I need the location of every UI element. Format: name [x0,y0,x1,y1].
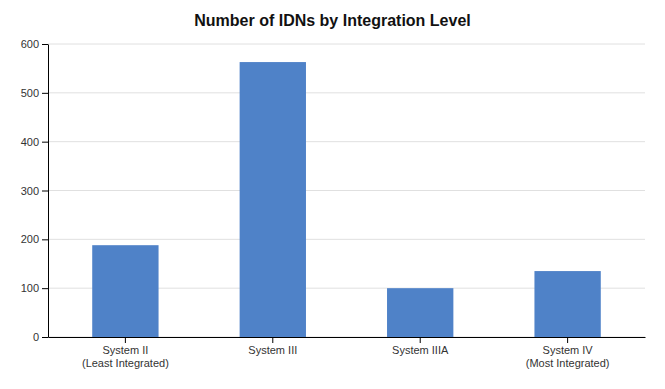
y-tick: 400 [21,136,48,148]
x-tick-label: System IIIA [392,344,449,356]
y-tick: 200 [21,233,48,245]
y-axis-line [48,45,49,338]
x-tick-label-line: System II [102,344,148,356]
x-tick-mark [125,337,126,343]
plot-area [92,62,601,337]
chart-svg: System II(Least Integrated) System III Sys… [0,0,665,389]
bar [92,245,158,337]
x-tick: System IV(Most Integrated) [526,337,610,369]
y-tick-mark [42,239,48,240]
x-tick-mark [420,337,421,343]
x-tick: System III [248,337,297,356]
x-tick-label-line: (Least Integrated) [82,357,169,369]
x-axis-line [49,337,646,338]
y-tick: 100 [21,282,48,294]
chart-title: Number of IDNs by Integration Level [194,12,470,29]
x-tick-label-line: System IV [543,344,594,356]
y-tick-mark [42,142,48,143]
grid-line [48,92,645,93]
grid [48,44,645,337]
y-tick-mark [42,288,48,289]
x-axis: System II(Least Integrated) System III Sys… [49,337,646,369]
y-tick-mark [42,44,48,45]
x-tick-label: System IV(Most Integrated) [526,344,610,369]
x-tick-label-line: (Most Integrated) [526,357,610,369]
x-tick-label-line: System IIIA [392,344,449,356]
y-tick-label: 100 [21,282,39,294]
x-tick: System II(Least Integrated) [82,337,169,369]
y-tick-label: 0 [33,331,39,343]
y-tick-label: 400 [21,136,39,148]
x-tick-mark [272,337,273,343]
y-tick-label: 200 [21,233,39,245]
grid-line [48,190,645,191]
y-tick-label: 600 [21,38,39,50]
y-tick: 500 [21,87,48,99]
x-tick-mark [567,337,568,343]
grid-line [48,141,645,142]
x-tick-label: System II(Least Integrated) [82,344,169,369]
chart-container: System II(Least Integrated) System III Sys… [0,0,665,389]
y-tick: 300 [21,185,48,197]
y-tick: 0 [33,331,48,343]
bar [240,62,306,337]
grid-line [48,44,645,45]
bar [387,288,453,337]
x-tick-label: System III [248,344,297,356]
y-tick-mark [42,93,48,94]
y-axis: 0 100 200 300 400 500 600 [21,38,49,343]
y-tick-label: 500 [21,87,39,99]
y-tick-mark [42,337,48,338]
x-tick: System IIIA [392,337,449,356]
grid-line [48,239,645,240]
bar [534,271,600,337]
y-tick-label: 300 [21,185,39,197]
x-tick-label-line: System III [248,344,297,356]
y-tick-mark [42,191,48,192]
y-tick: 600 [21,38,48,50]
